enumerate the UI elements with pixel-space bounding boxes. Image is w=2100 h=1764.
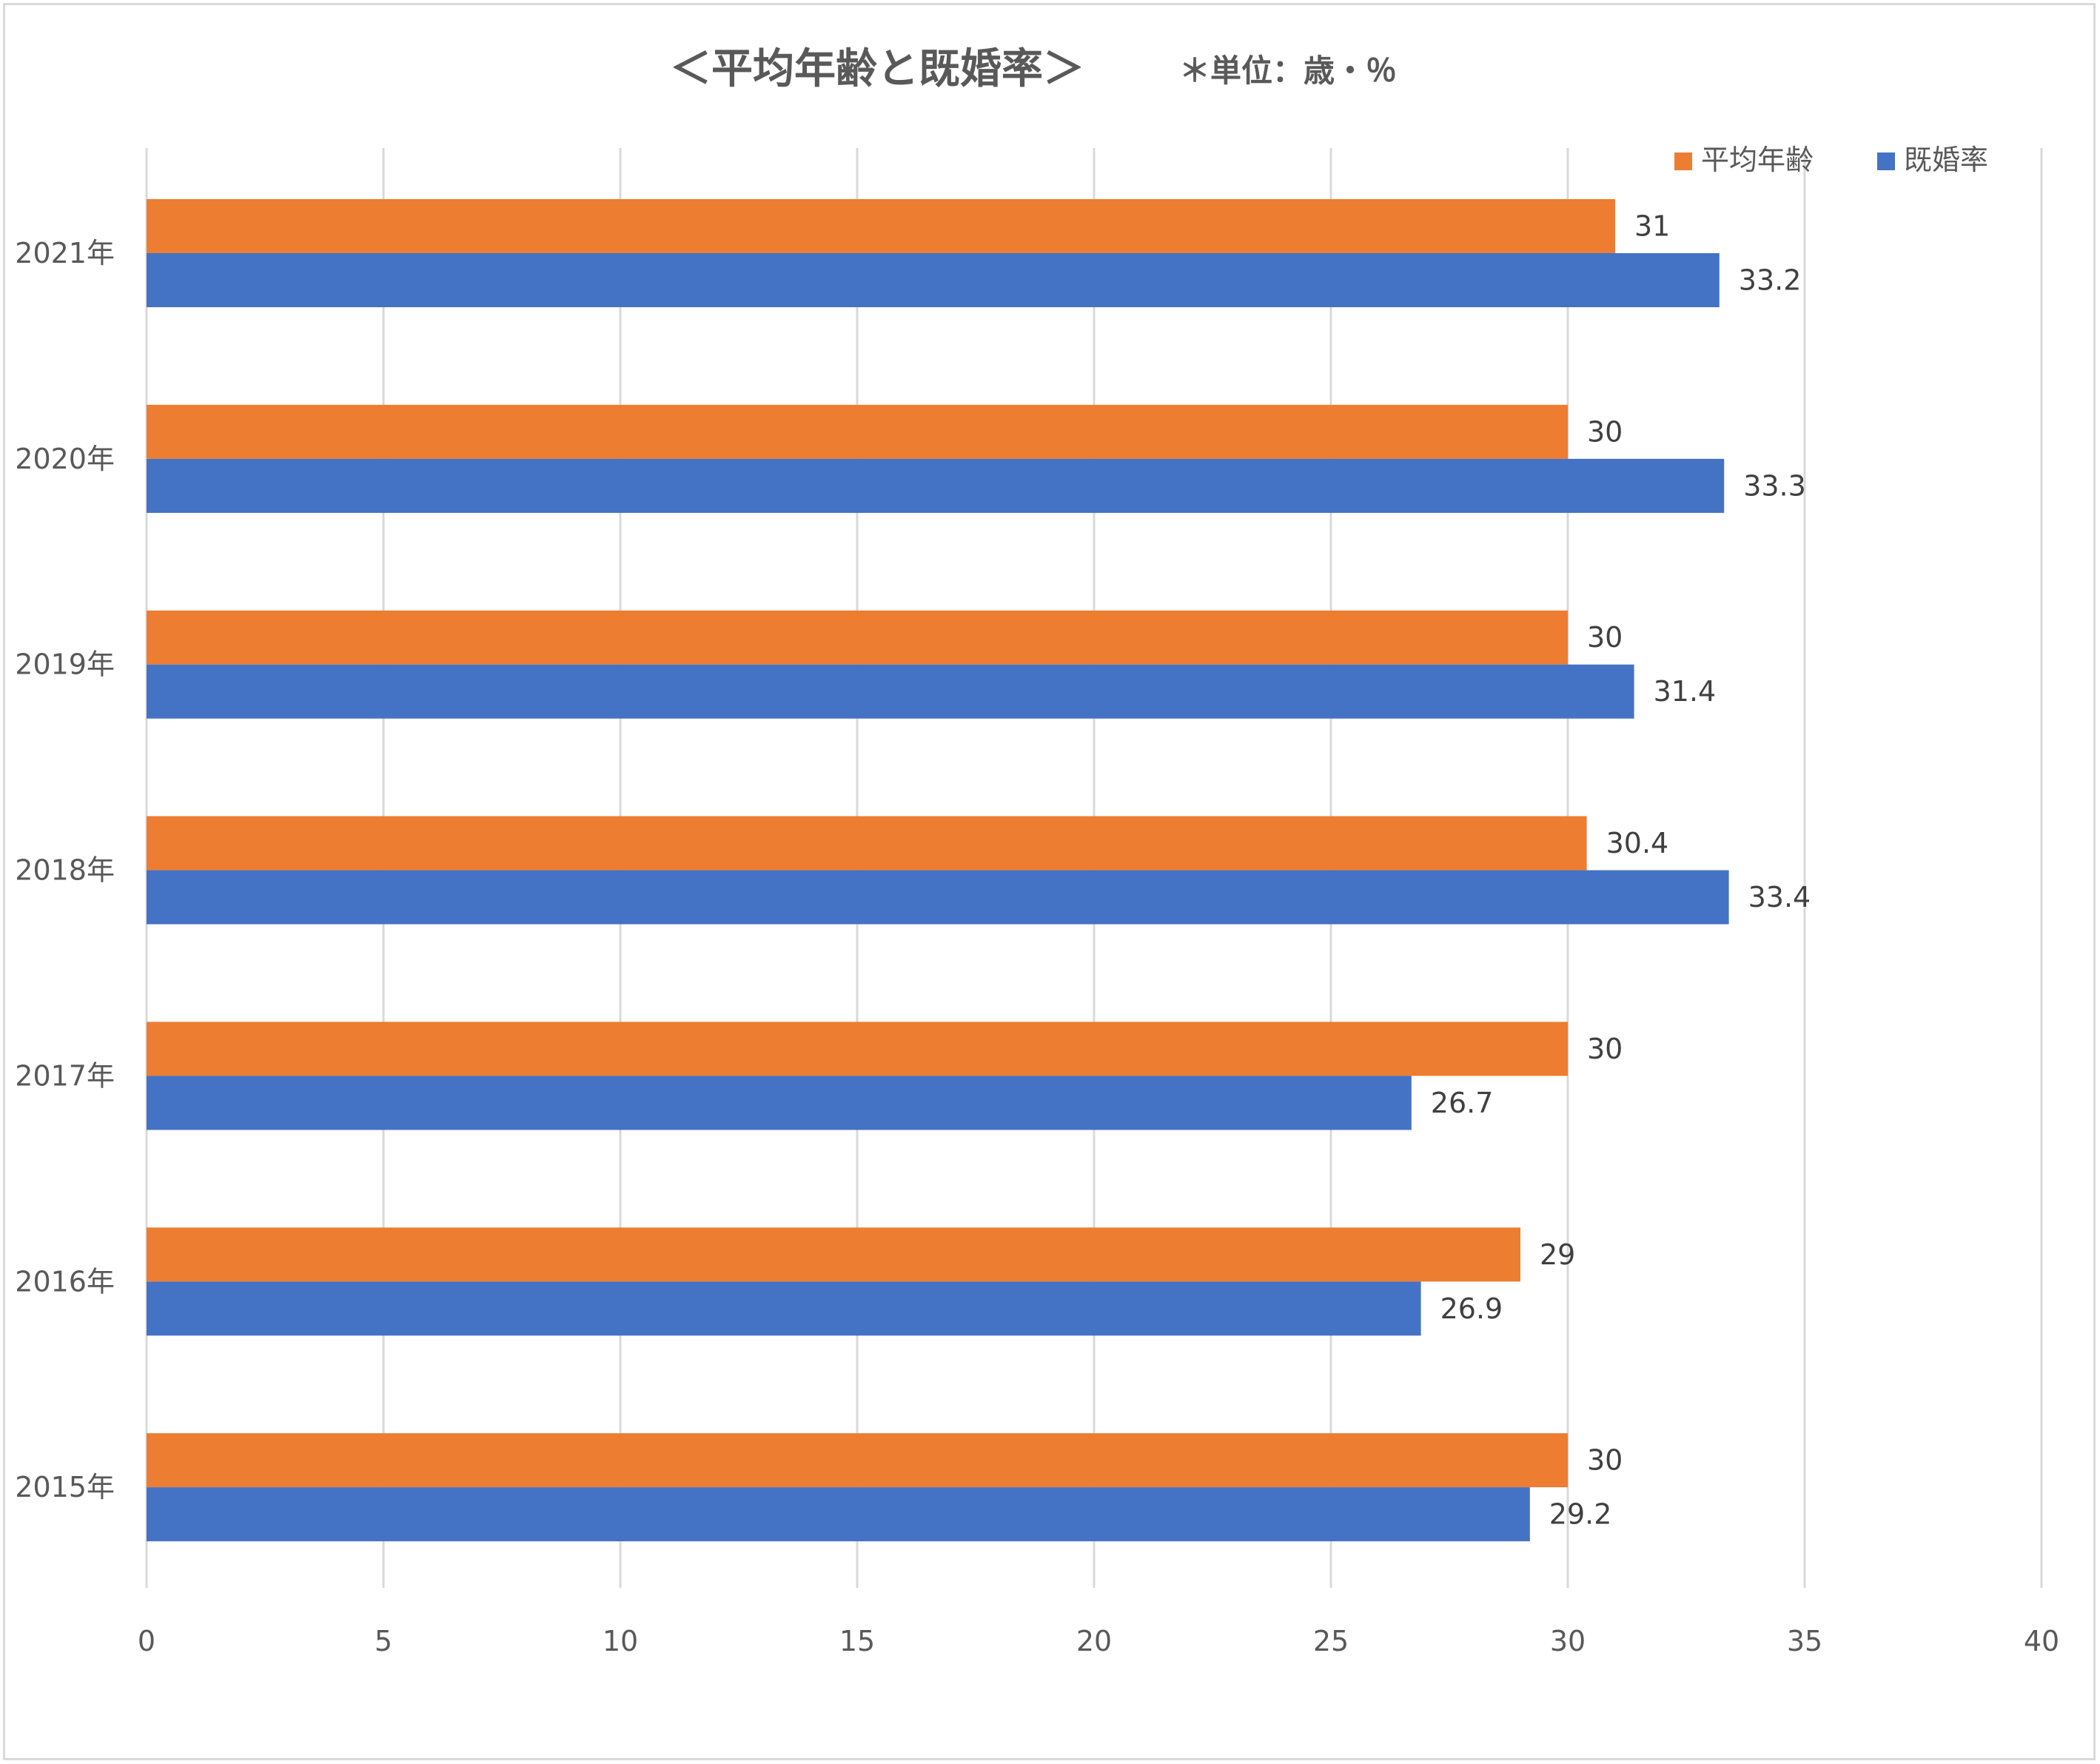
- bar: [147, 1433, 1568, 1488]
- x-tick-label: 40: [2024, 1625, 2059, 1657]
- data-label: 31.4: [1654, 675, 1717, 708]
- data-label: 26.7: [1431, 1087, 1494, 1119]
- bar: [147, 1487, 1530, 1542]
- bar: [147, 1076, 1412, 1130]
- data-label: 30: [1587, 621, 1623, 654]
- x-tick-label: 10: [603, 1625, 638, 1657]
- legend: 平均年齢 既婚率: [1674, 144, 1988, 176]
- y-tick-label: 2015年: [15, 1471, 115, 1503]
- data-label: 31: [1634, 210, 1670, 243]
- data-label: 29.2: [1549, 1498, 1612, 1531]
- y-tick-label: 2018年: [15, 854, 115, 887]
- bar: [147, 816, 1587, 871]
- y-tick-label: 2020年: [15, 443, 115, 475]
- bar: [147, 870, 1729, 925]
- bar: [147, 610, 1568, 665]
- bar: [147, 1281, 1421, 1336]
- x-tick-label: 25: [1313, 1625, 1349, 1657]
- data-label: 33.2: [1739, 264, 1802, 297]
- data-label: 33.4: [1748, 881, 1811, 913]
- y-tick-label: 2016年: [15, 1265, 115, 1298]
- data-label: 30: [1587, 1444, 1623, 1477]
- x-tick-label: 30: [1550, 1625, 1586, 1657]
- x-tick-label: 5: [375, 1625, 392, 1657]
- axis-ticks: 0 5 10 15 20 25 30 35 40 2021年 2020年 2019年 2018年 2017…: [15, 237, 2059, 1657]
- bar: [147, 664, 1634, 719]
- bar: [147, 1227, 1520, 1282]
- bar: [147, 458, 1725, 513]
- data-label: 30: [1587, 415, 1623, 448]
- x-tick-label: 0: [138, 1625, 155, 1657]
- x-tick-label: 15: [839, 1625, 875, 1657]
- legend-label-married: 既婚率: [1904, 144, 1988, 176]
- data-label: 30: [1587, 1033, 1623, 1065]
- data-label: 30.4: [1606, 827, 1669, 859]
- bars: [147, 199, 1729, 1542]
- data-labels: 31 33.2 30 33.3 30 31.4 30.4 33.4 30 26.7 29 26.9 30…: [1431, 210, 1811, 1531]
- data-label: 26.9: [1440, 1292, 1503, 1325]
- bar: [147, 404, 1568, 459]
- y-tick-label: 2019年: [15, 648, 115, 681]
- y-tick-label: 2021年: [15, 237, 115, 269]
- chart-subtitle: ＊単位：歳・％: [1179, 53, 1397, 89]
- bar: [147, 199, 1615, 253]
- y-tick-label: 2017年: [15, 1059, 115, 1092]
- legend-swatch-age: [1674, 152, 1692, 170]
- legend-label-age: 平均年齢: [1701, 144, 1814, 176]
- x-tick-label: 35: [1787, 1625, 1822, 1657]
- x-tick-label: 20: [1076, 1625, 1112, 1657]
- data-label: 29: [1540, 1238, 1575, 1271]
- chart-title: ＜平均年齢と既婚率＞: [670, 45, 1084, 93]
- legend-swatch-married: [1877, 152, 1895, 170]
- data-label: 33.3: [1743, 469, 1806, 502]
- bar: [147, 253, 1720, 307]
- bar: [147, 1022, 1568, 1076]
